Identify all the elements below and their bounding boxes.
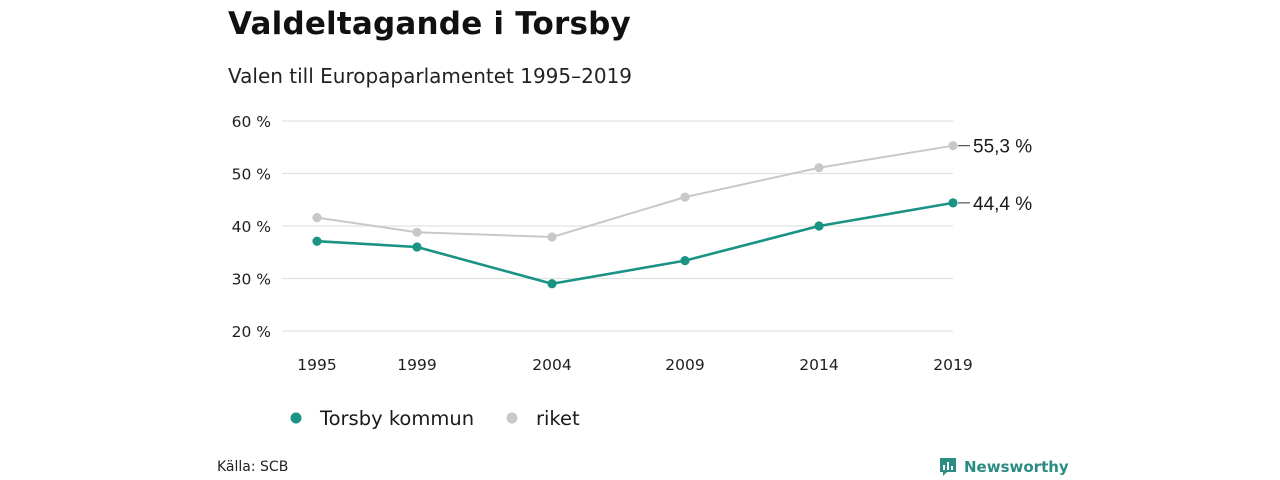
x-tick-label: 1999 [397, 356, 436, 374]
x-tick-label: 2019 [933, 356, 972, 374]
data-point-riket [814, 163, 824, 173]
newsworthy-logo-icon [940, 458, 956, 476]
data-point-torsby-kommun [412, 242, 422, 252]
series-lines [316, 144, 954, 286]
series-line-torsby-kommun [316, 201, 954, 286]
y-tick-label: 40 % [232, 218, 271, 236]
x-tick-label: 2014 [799, 356, 838, 374]
x-axis-labels: 1995 1999 2004 2009 2014 2019 [297, 356, 972, 374]
legend: Torsby kommun riket [290, 407, 580, 430]
data-point-riket [680, 192, 690, 202]
legend-label-riket: riket [536, 407, 580, 430]
data-point-riket [948, 141, 958, 151]
legend-label-torsby-kommun: Torsby kommun [319, 407, 474, 430]
legend-marker-riket [506, 412, 518, 424]
data-point-torsby-kommun [312, 236, 322, 246]
data-point-torsby-kommun [547, 279, 557, 289]
end-label-riket: 55,3 % [973, 137, 1032, 158]
data-point-torsby-kommun [680, 256, 690, 266]
x-tick-label: 2004 [532, 356, 571, 374]
brand-name: Newsworthy [964, 458, 1069, 476]
chart-title: Valdeltagande i Torsby [228, 6, 631, 42]
data-point-riket [312, 213, 322, 223]
y-axis-labels: 20 % 30 % 40 % 50 % 60 % [232, 113, 271, 341]
chart-subtitle: Valen till Europaparlamentet 1995–2019 [228, 64, 633, 88]
data-point-riket [547, 232, 557, 242]
x-tick-label: 1995 [297, 356, 336, 374]
data-point-torsby-kommun [814, 221, 824, 231]
gridlines [282, 120, 953, 332]
y-tick-label: 20 % [232, 323, 271, 341]
series-points [312, 141, 958, 289]
series-line-riket [316, 144, 954, 239]
data-point-torsby-kommun [948, 198, 958, 208]
y-tick-label: 50 % [232, 166, 271, 184]
end-labels: 55,3 % 44,4 % [958, 137, 1032, 215]
legend-marker-torsby-kommun [290, 412, 302, 424]
y-tick-label: 60 % [232, 113, 271, 131]
brand-logo: Newsworthy [938, 456, 1069, 478]
end-label-torsby-kommun: 44,4 % [973, 194, 1032, 215]
data-point-riket [412, 227, 422, 237]
x-tick-label: 2009 [665, 356, 704, 374]
source-note: Källa: SCB [217, 459, 289, 475]
y-tick-label: 30 % [232, 271, 271, 289]
